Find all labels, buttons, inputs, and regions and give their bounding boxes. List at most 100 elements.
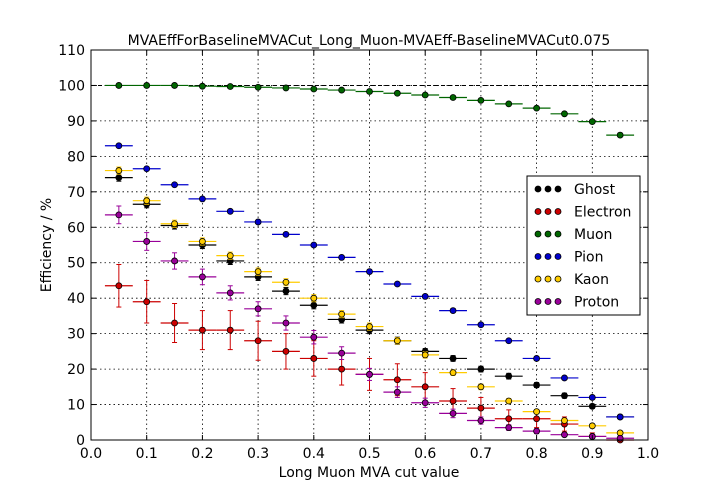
marker xyxy=(254,268,262,275)
data-point-proton xyxy=(522,427,551,435)
marker xyxy=(226,289,234,297)
data-point-pion xyxy=(522,355,551,362)
x-tick-label: 0.6 xyxy=(414,446,436,462)
data-point-kaon xyxy=(160,219,189,228)
marker xyxy=(115,211,123,219)
series-muon xyxy=(104,82,635,139)
y-tick-label: 0 xyxy=(76,433,85,449)
marker xyxy=(449,369,457,377)
y-axis-label: Efficiency / % xyxy=(39,198,55,292)
series-kaon xyxy=(104,166,635,437)
marker xyxy=(393,376,401,384)
legend-label: Muon xyxy=(574,227,612,243)
data-point-muon xyxy=(466,96,495,104)
data-point-pion xyxy=(272,230,300,238)
marker xyxy=(282,84,290,92)
marker xyxy=(477,96,485,104)
marker xyxy=(226,326,234,334)
marker xyxy=(421,293,429,300)
data-point-proton xyxy=(299,329,328,345)
marker xyxy=(505,372,513,380)
legend-item-pion: Pion xyxy=(534,250,603,266)
marker xyxy=(393,388,401,396)
marker xyxy=(588,422,596,430)
data-point-muon xyxy=(494,100,523,108)
marker xyxy=(421,399,429,407)
marker xyxy=(561,110,568,118)
data-point-pion xyxy=(188,195,217,203)
marker xyxy=(477,404,485,412)
data-point-muon xyxy=(244,83,273,91)
data-point-proton xyxy=(104,205,133,225)
marker xyxy=(505,100,513,108)
marker xyxy=(338,254,346,261)
marker xyxy=(366,268,373,275)
data-point-pion xyxy=(244,218,273,226)
data-point-electron xyxy=(244,320,273,361)
marker xyxy=(171,82,178,89)
x-tick-label: 0.3 xyxy=(247,446,269,462)
data-point-muon xyxy=(160,82,189,89)
data-point-pion xyxy=(606,413,635,421)
marker xyxy=(449,355,457,362)
series-pion xyxy=(104,142,635,421)
legend-item-proton: Proton xyxy=(534,295,619,311)
marker xyxy=(143,197,151,205)
data-point-electron xyxy=(272,333,300,370)
marker xyxy=(282,278,290,286)
marker xyxy=(338,310,346,318)
data-point-muon xyxy=(299,85,328,93)
data-point-kaon xyxy=(188,237,217,246)
y-tick-label: 60 xyxy=(67,220,85,236)
marker xyxy=(366,88,373,95)
legend-label: Kaon xyxy=(574,272,609,288)
data-point-pion xyxy=(383,280,412,288)
x-tick-label: 0.1 xyxy=(136,446,158,462)
legend-marker xyxy=(534,208,542,215)
legend-label: Proton xyxy=(574,295,619,311)
data-point-pion xyxy=(439,307,467,314)
marker xyxy=(171,257,178,265)
legend-item-kaon: Kaon xyxy=(534,272,609,288)
marker xyxy=(226,83,234,90)
data-point-muon xyxy=(522,104,551,112)
data-point-electron xyxy=(299,340,328,377)
marker xyxy=(254,83,262,91)
legend-marker xyxy=(534,275,542,283)
marker xyxy=(115,174,123,182)
marker xyxy=(449,94,457,101)
data-point-ghost xyxy=(104,173,133,182)
marker xyxy=(449,397,457,405)
marker xyxy=(533,381,540,389)
marker xyxy=(505,424,513,431)
marker xyxy=(310,333,318,341)
chart-title: MVAEffForBaselineMVACut_Long_Muon-MVAEff… xyxy=(128,33,611,49)
marker xyxy=(421,383,429,391)
data-point-proton xyxy=(494,424,523,431)
data-point-proton xyxy=(244,301,273,317)
data-point-muon xyxy=(327,86,356,94)
marker xyxy=(449,307,457,314)
y-tick-label: 30 xyxy=(67,327,85,343)
marker xyxy=(449,410,457,417)
data-point-proton xyxy=(550,431,579,439)
marker xyxy=(616,413,624,421)
data-point-muon xyxy=(188,82,217,90)
x-tick-label: 0.5 xyxy=(358,446,380,462)
data-point-proton xyxy=(383,386,412,398)
data-point-ghost xyxy=(550,392,579,400)
marker xyxy=(561,417,568,424)
y-tick-label: 70 xyxy=(67,185,85,201)
marker xyxy=(505,415,513,423)
marker xyxy=(533,427,540,435)
y-tick-label: 10 xyxy=(67,398,85,414)
marker xyxy=(310,294,318,302)
y-tick-label: 80 xyxy=(67,149,85,165)
x-tick-label: 0.0 xyxy=(80,446,102,462)
marker xyxy=(171,181,178,189)
data-point-kaon xyxy=(132,196,161,205)
y-tick-label: 40 xyxy=(67,291,85,307)
x-tick-label: 0.7 xyxy=(470,446,492,462)
y-tick-label: 90 xyxy=(67,114,85,130)
marker xyxy=(282,287,290,295)
